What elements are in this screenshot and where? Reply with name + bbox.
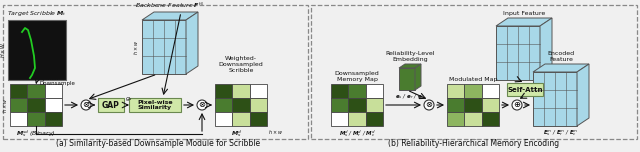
Polygon shape [45,98,62,112]
Text: $\boldsymbol{M}_s^d$ / $\boldsymbol{M}_r^d$ / $\boldsymbol{M}_c^d$: $\boldsymbol{M}_s^d$ / $\boldsymbol{M}_r… [339,128,376,139]
Text: $g_s$: $g_s$ [125,95,133,103]
Text: Downsampled
Memory Map: Downsampled Memory Map [335,71,380,82]
Text: $h\times w$: $h\times w$ [132,40,140,55]
Polygon shape [10,98,28,112]
Polygon shape [232,84,250,98]
Polygon shape [533,72,577,126]
Polygon shape [465,98,482,112]
Circle shape [512,100,522,110]
Polygon shape [45,112,62,126]
Polygon shape [250,112,267,126]
Polygon shape [365,84,383,98]
Polygon shape [348,98,365,112]
Polygon shape [415,64,421,90]
Text: Pixel-wise
Similarity: Pixel-wise Similarity [137,100,173,110]
Polygon shape [365,98,383,112]
Polygon shape [482,98,499,112]
Polygon shape [348,112,365,126]
Polygon shape [399,64,421,68]
Polygon shape [447,84,465,98]
Text: $\boldsymbol{M}_s^{sd}$ (Binary): $\boldsymbol{M}_s^{sd}$ (Binary) [16,128,56,139]
Text: $\otimes$: $\otimes$ [198,100,206,109]
Polygon shape [482,84,499,98]
Text: $\boldsymbol{M}_s^d$: $\boldsymbol{M}_s^d$ [232,128,243,139]
Polygon shape [142,20,186,74]
Polygon shape [540,18,552,80]
Text: Input Feature: Input Feature [503,11,545,16]
Polygon shape [482,112,499,126]
Polygon shape [45,84,62,98]
Polygon shape [232,112,250,126]
FancyBboxPatch shape [507,83,543,96]
Polygon shape [250,98,267,112]
Polygon shape [496,18,552,26]
Text: $\oplus$: $\oplus$ [513,100,521,109]
Polygon shape [399,68,415,90]
Polygon shape [10,84,28,98]
Text: Self-Attn: Self-Attn [508,86,543,93]
Text: Target Scribble $\boldsymbol{M}_t$: Target Scribble $\boldsymbol{M}_t$ [7,9,67,18]
Text: $H\times W$: $H\times W$ [0,42,7,58]
Polygon shape [577,64,589,126]
Polygon shape [365,112,383,126]
Text: $h\times w$: $h\times w$ [1,97,9,112]
Circle shape [81,100,91,110]
Polygon shape [232,98,250,112]
Polygon shape [28,112,45,126]
Polygon shape [250,84,267,98]
Text: Backbone Feature $\boldsymbol{F}^{h_0}$: Backbone Feature $\boldsymbol{F}^{h_0}$ [135,1,205,10]
Polygon shape [331,84,348,98]
FancyBboxPatch shape [8,20,66,80]
Polygon shape [447,98,465,112]
Polygon shape [331,112,348,126]
Text: $\otimes$: $\otimes$ [82,100,90,109]
Polygon shape [215,112,232,126]
Text: (b) Reliability-Hierarchical Memory Encoding: (b) Reliability-Hierarchical Memory Enco… [388,140,559,149]
Text: Reliability-Level
Embedding: Reliability-Level Embedding [385,51,435,62]
Polygon shape [496,26,540,80]
Polygon shape [348,84,365,98]
Polygon shape [215,98,232,112]
Text: GAP: GAP [102,100,120,109]
Text: Encoded
Feature: Encoded Feature [547,51,575,62]
Polygon shape [465,112,482,126]
Circle shape [424,100,434,110]
FancyBboxPatch shape [98,98,124,112]
Text: $\boldsymbol{e}_s$ / $\boldsymbol{e}_r$ / $\boldsymbol{e}_c$: $\boldsymbol{e}_s$ / $\boldsymbol{e}_r$ … [395,92,425,101]
Text: Weighted-
Downsampled
Scribble: Weighted- Downsampled Scribble [219,56,264,73]
Polygon shape [28,98,45,112]
Polygon shape [10,112,28,126]
Polygon shape [331,98,348,112]
Text: (a) Similarity-based Downsample Module for Scribble: (a) Similarity-based Downsample Module f… [56,140,260,149]
Polygon shape [447,112,465,126]
Text: Spatial
Downsample: Spatial Downsample [40,76,76,86]
Text: Modulated Map: Modulated Map [449,77,497,82]
Polygon shape [142,12,198,20]
Circle shape [197,100,207,110]
Polygon shape [465,84,482,98]
FancyBboxPatch shape [129,98,181,112]
Polygon shape [28,84,45,98]
Polygon shape [186,12,198,74]
Text: $\otimes$: $\otimes$ [425,100,433,109]
Text: $\boldsymbol{E}_s^m$ / $\boldsymbol{E}_r^m$ / $\boldsymbol{E}_c^m$: $\boldsymbol{E}_s^m$ / $\boldsymbol{E}_r… [543,128,579,138]
Polygon shape [533,64,589,72]
Polygon shape [215,84,232,98]
Text: $h\times w$: $h\times w$ [268,128,283,136]
